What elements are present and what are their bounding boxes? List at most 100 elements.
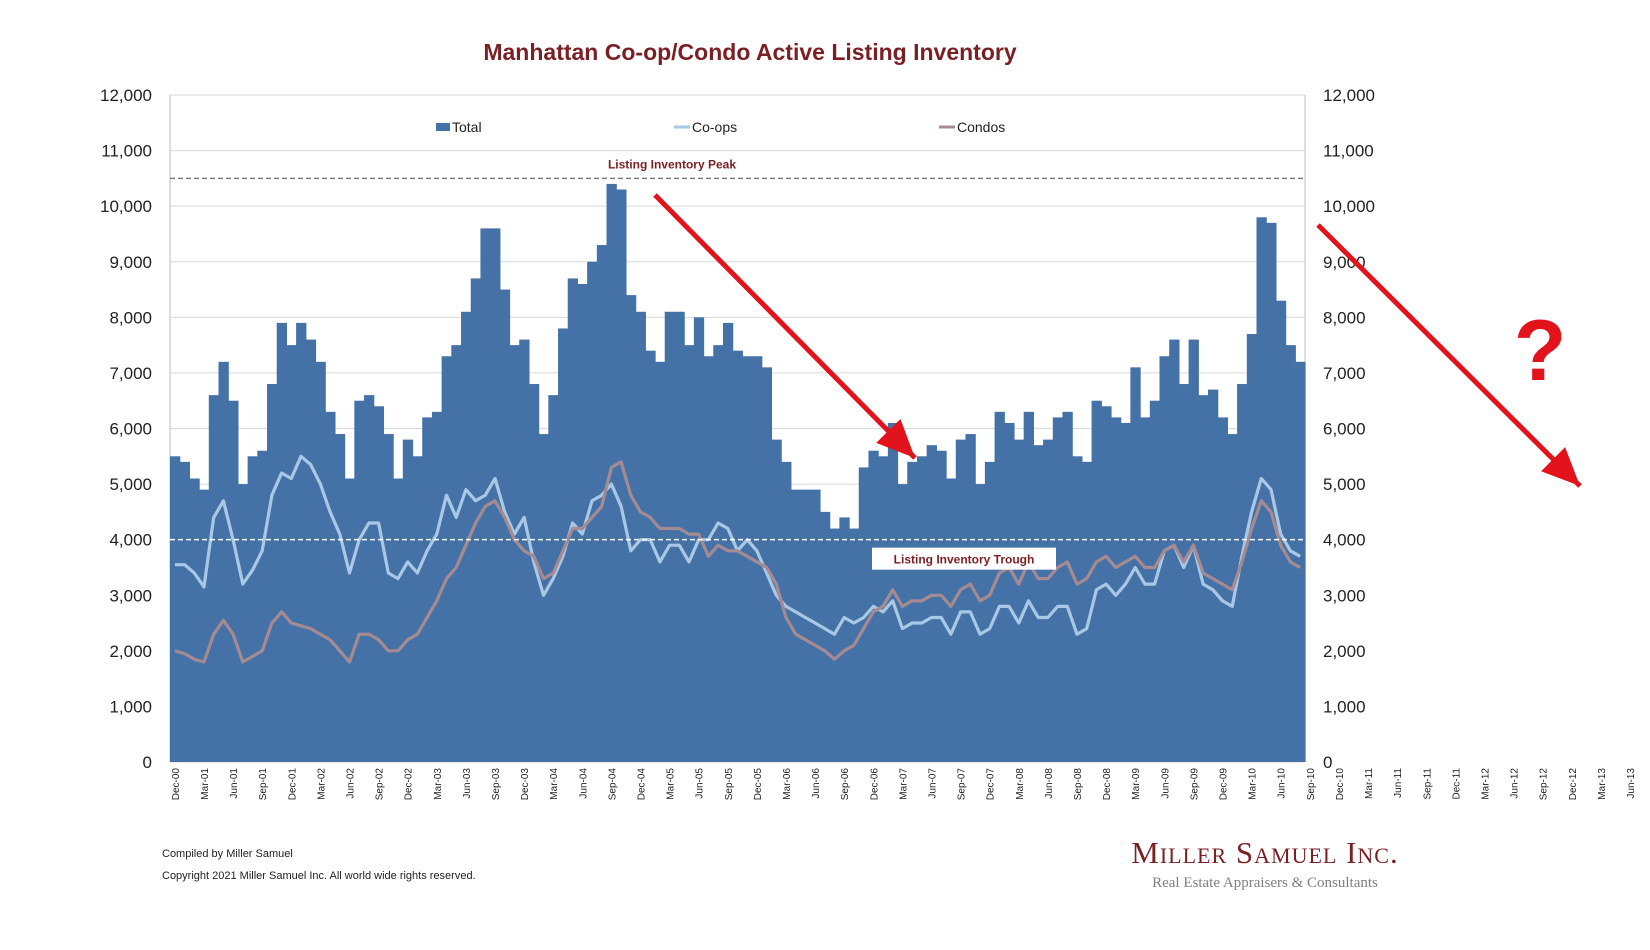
total-area	[170, 183, 1306, 763]
x-tick-label: Sep-07	[957, 768, 968, 801]
brand-name: Miller Samuel Inc.	[1131, 835, 1399, 870]
chart-title: Manhattan Co-op/Condo Active Listing Inv…	[483, 39, 1016, 65]
total-bar	[237, 484, 249, 762]
total-bar	[1256, 217, 1267, 762]
x-tick-label: Sep-12	[1539, 768, 1550, 801]
x-tick-label: Dec-04	[637, 768, 648, 801]
total-bar	[383, 434, 394, 762]
x-tick-label: Mar-09	[1131, 768, 1142, 800]
total-bar	[984, 461, 996, 762]
total-bar	[402, 439, 414, 762]
x-tick-label: Jun-04	[578, 768, 589, 799]
legend-swatch-total	[436, 123, 450, 131]
y-tick-label-right: 12,000	[1323, 86, 1375, 105]
y-tick-label-right: 6,000	[1323, 420, 1366, 439]
x-tick-label: Mar-12	[1481, 768, 1492, 800]
x-tick-label: Dec-11	[1451, 768, 1462, 800]
y-tick-label-right: 5,000	[1323, 475, 1366, 494]
x-axis-ticks: Dec-00 Mar-01 Jun-01 Sep-01 Dec-01 Mar-02 Jun-…	[171, 768, 1637, 801]
x-tick-label: Dec-02	[404, 768, 415, 801]
total-bar	[684, 345, 695, 763]
peak-label: Listing Inventory Peak	[608, 157, 736, 171]
total-bar	[334, 434, 346, 762]
x-tick-label: Jun-12	[1510, 768, 1521, 799]
y-tick-label-left: 7,000	[109, 364, 152, 383]
total-bar	[1110, 417, 1122, 762]
x-tick-label: Mar-06	[782, 768, 793, 800]
x-tick-label: Sep-08	[1073, 768, 1084, 801]
x-tick-label: Dec-09	[1219, 768, 1230, 801]
total-bar	[276, 322, 288, 762]
total-bar	[422, 417, 433, 762]
total-bar	[994, 411, 1005, 762]
total-bar	[616, 189, 627, 763]
total-bar	[1004, 422, 1015, 762]
total-bar	[771, 439, 782, 762]
total-bar	[946, 478, 957, 762]
total-bar	[1023, 411, 1034, 762]
total-bar	[315, 361, 326, 762]
total-bar	[218, 361, 229, 762]
total-bar	[965, 434, 976, 762]
total-bar	[732, 350, 743, 762]
total-bar	[587, 261, 598, 762]
total-bar	[955, 439, 967, 762]
total-bar	[490, 228, 501, 762]
trough-label-box	[872, 547, 1056, 570]
total-bar	[364, 395, 375, 762]
y-tick-label-right: 3,000	[1323, 586, 1366, 605]
total-bar	[606, 183, 617, 762]
total-bar	[829, 528, 840, 762]
total-bar	[558, 328, 569, 762]
total-bar	[907, 461, 918, 762]
x-tick-label: Sep-09	[1189, 768, 1200, 801]
total-bar	[393, 478, 404, 762]
x-tick-label: Dec-10	[1335, 768, 1346, 801]
total-bar	[577, 283, 588, 762]
y-tick-label-right: 4,000	[1323, 531, 1366, 550]
legend-label: Total	[452, 119, 482, 135]
y-tick-label-left: 6,000	[109, 420, 152, 439]
x-tick-label: Jun-01	[229, 768, 240, 799]
total-bar	[819, 511, 831, 763]
total-bar	[1285, 345, 1296, 763]
y-tick-label-left: 3,000	[109, 586, 152, 605]
legend-label: Co-ops	[692, 119, 737, 135]
total-bar	[247, 456, 258, 762]
forecast-arrow-head	[1541, 447, 1580, 486]
y-tick-label-left: 4,000	[109, 531, 152, 550]
decline-arrow-shaft	[653, 193, 917, 460]
x-tick-label: Sep-03	[491, 768, 502, 801]
total-bar	[509, 345, 520, 763]
total-bar	[645, 350, 656, 762]
total-bar	[267, 384, 278, 762]
total-bar	[1120, 422, 1131, 762]
x-tick-label: Sep-06	[840, 768, 851, 801]
total-bar	[752, 356, 763, 762]
y-tick-label-right: 7,000	[1323, 364, 1366, 383]
y-tick-label-right: 8,000	[1323, 308, 1366, 327]
x-tick-label: Dec-01	[287, 768, 298, 801]
series-line-condos	[174, 460, 1301, 664]
total-bar	[305, 339, 317, 762]
brand-tagline: Real Estate Appraisers & Consultants	[1152, 875, 1378, 891]
total-bar	[1237, 384, 1248, 762]
reference-lines: Listing Inventory Peak Listing Inventory …	[170, 157, 1305, 570]
x-tick-label: Jun-13	[1626, 768, 1637, 799]
total-bar	[781, 461, 792, 762]
total-bar	[170, 456, 181, 762]
total-bar	[664, 311, 676, 762]
y-axis-left: 0 1,000 2,000 3,000 4,000 5,000 6,000 7,000 8,00…	[100, 86, 152, 772]
x-tick-label: Sep-01	[258, 768, 269, 801]
total-bar	[916, 456, 928, 762]
y-tick-label-left: 0	[143, 753, 152, 772]
total-bar	[1013, 439, 1025, 762]
total-bar	[451, 345, 462, 763]
total-bar	[1043, 439, 1054, 762]
forecast-arrow-shaft	[1316, 223, 1582, 488]
y-tick-label-left: 12,000	[100, 86, 152, 105]
x-tick-label: Jun-07	[928, 768, 939, 799]
total-bar	[296, 322, 307, 762]
total-bar	[431, 411, 443, 762]
total-bar	[1130, 367, 1141, 762]
